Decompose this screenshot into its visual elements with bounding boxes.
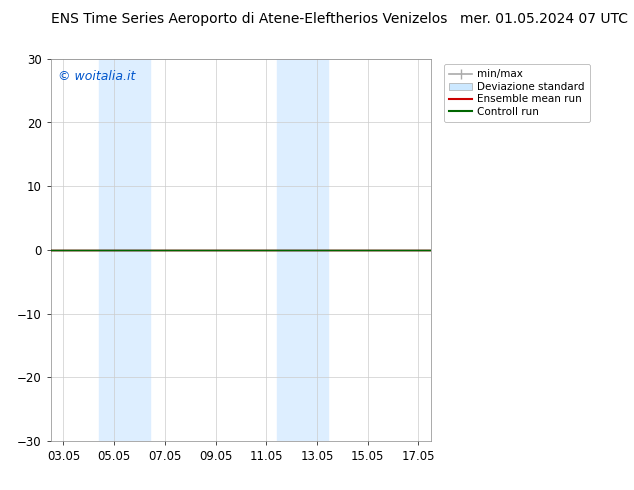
Text: mer. 01.05.2024 07 UTC: mer. 01.05.2024 07 UTC: [460, 12, 628, 26]
Legend: min/max, Deviazione standard, Ensemble mean run, Controll run: min/max, Deviazione standard, Ensemble m…: [444, 64, 590, 122]
Bar: [100, 59, 150, 441]
Text: ENS Time Series Aeroporto di Atene-Eleftherios Venizelos: ENS Time Series Aeroporto di Atene-Eleft…: [51, 12, 447, 26]
Bar: [277, 59, 328, 441]
Text: © woitalia.it: © woitalia.it: [58, 70, 136, 83]
